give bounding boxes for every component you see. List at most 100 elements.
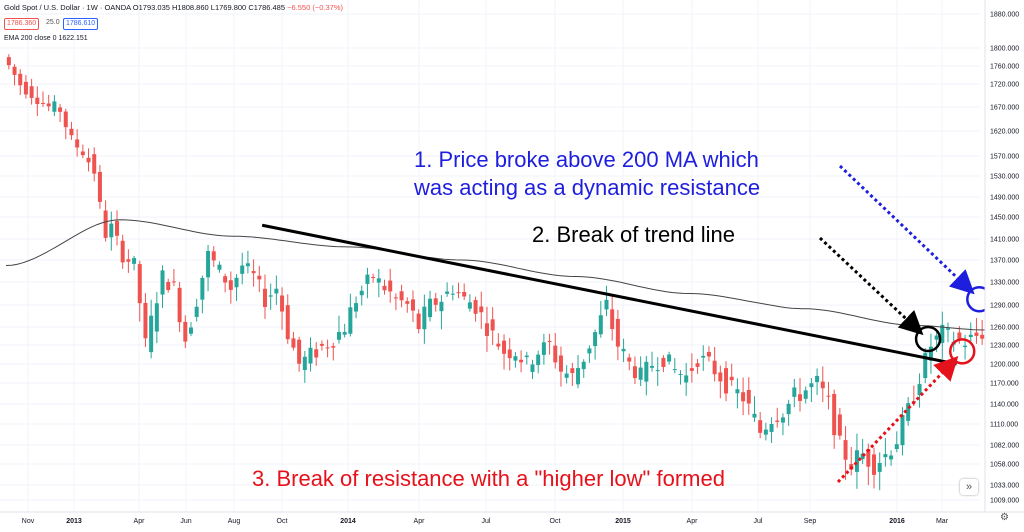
candle-body: [439, 301, 444, 312]
candle-body: [297, 339, 302, 364]
candle-body: [706, 351, 711, 357]
candle-body: [6, 57, 11, 66]
candle-body: [615, 318, 620, 347]
y-tick-label: 1082.000: [990, 443, 1019, 450]
x-tick-label: Aug: [228, 518, 241, 525]
candle-body: [46, 103, 51, 107]
double-chevron-right-icon[interactable]: »: [960, 479, 978, 495]
red-arrow: [836, 355, 959, 484]
candle-body: [40, 103, 45, 105]
candle-body: [758, 420, 763, 433]
candle-body: [604, 299, 609, 310]
candle-body: [382, 285, 387, 291]
y-tick-label: 1260.000: [990, 325, 1019, 332]
annotation-2: 2. Break of trend line: [532, 222, 736, 247]
candle-body: [371, 277, 376, 279]
candle-body: [638, 367, 643, 380]
candle-body: [211, 251, 216, 261]
x-tick-label: Mar: [936, 518, 949, 525]
y-tick-label: 1370.000: [990, 258, 1019, 265]
ohlc-values: O1793.035 H1808.860 L1769.800 C1786.485: [132, 3, 286, 12]
y-tick-label: 1200.000: [990, 362, 1019, 369]
y-tick-label: 1620.000: [990, 129, 1019, 136]
buy-price-button[interactable]: 1786.610: [63, 18, 99, 30]
candle-body: [234, 277, 239, 288]
candle-body: [479, 306, 484, 313]
candle-body: [194, 306, 199, 317]
candle-body: [524, 355, 529, 358]
y-tick-label: 1670.000: [990, 105, 1019, 112]
y-tick-label: 1330.000: [990, 280, 1019, 287]
black-circle-marker: [914, 325, 942, 353]
candle-body: [815, 375, 820, 383]
candle-body: [149, 315, 154, 353]
candle-body: [843, 440, 848, 460]
candle-body: [786, 403, 791, 415]
candle-body: [946, 328, 951, 330]
candle-body: [126, 259, 131, 262]
y-tick-label: 1530.000: [990, 174, 1019, 181]
symbol-title: Gold Spot / U.S. Dollar · 1W · OANDA: [4, 3, 131, 12]
annotation-1-line-2: was acting as a dynamic resistance: [414, 175, 761, 200]
candle-body: [69, 128, 74, 136]
candle-body: [109, 223, 114, 238]
candle-body: [678, 373, 683, 376]
candle-body: [80, 151, 85, 156]
candle-body: [513, 356, 518, 361]
candle-body: [416, 313, 421, 330]
candle-body: [206, 250, 211, 278]
sell-price-button[interactable]: 1786.360: [4, 18, 40, 30]
candle-body: [627, 357, 632, 362]
red-circle-marker: [948, 338, 976, 365]
candle-body: [285, 305, 290, 340]
y-tick-label: 1880.000: [990, 12, 1019, 19]
x-tick-label: Sep: [804, 518, 817, 525]
candle-body: [456, 292, 461, 294]
candle-body: [376, 278, 381, 283]
candle-body: [166, 281, 171, 290]
candle-body: [399, 291, 404, 301]
trend-line: [261, 223, 957, 366]
candle-body: [883, 454, 888, 458]
candle-body: [667, 354, 672, 362]
candle-body: [228, 280, 233, 290]
candle-body: [570, 368, 575, 373]
y-tick-label: 1490.000: [990, 195, 1019, 202]
candle-body: [826, 395, 831, 397]
candle-body: [342, 331, 347, 335]
candle-body: [132, 258, 137, 264]
candle-body: [889, 455, 894, 460]
candle-body: [644, 361, 649, 382]
candle-body: [968, 334, 973, 338]
candle-body: [137, 264, 142, 304]
x-tick-label: Apr: [134, 518, 146, 525]
x-tick-label: Oct: [550, 518, 561, 525]
annotation-3: 3. Break of resistance with a "higher lo…: [252, 466, 725, 491]
candle-body: [775, 420, 780, 422]
y-tick-label: 1760.000: [990, 64, 1019, 71]
x-tick-label: Jul: [482, 518, 491, 525]
candle-body: [980, 334, 985, 339]
candle-body: [336, 332, 341, 340]
candle-body: [393, 297, 398, 299]
x-tick-label: Nov: [22, 518, 35, 525]
candle-body: [963, 345, 968, 348]
candle-body: [661, 357, 666, 368]
candle-body: [832, 393, 837, 436]
candle-body: [240, 265, 245, 274]
ema-indicator-legend[interactable]: EMA 200 close 0 1622.151: [4, 35, 88, 42]
y-tick-label: 1410.000: [990, 237, 1019, 244]
candle-body: [473, 300, 478, 314]
candle-body: [450, 293, 455, 295]
candle-body: [365, 274, 370, 284]
gear-icon[interactable]: ⚙: [1000, 512, 1009, 523]
ema-200-line: [5, 219, 986, 331]
candle-body: [274, 288, 279, 294]
y-tick-label: 1058.000: [990, 462, 1019, 469]
candle-body: [576, 368, 581, 385]
candle-body: [428, 298, 433, 318]
candle-body: [348, 307, 353, 334]
candle-body: [672, 369, 677, 371]
